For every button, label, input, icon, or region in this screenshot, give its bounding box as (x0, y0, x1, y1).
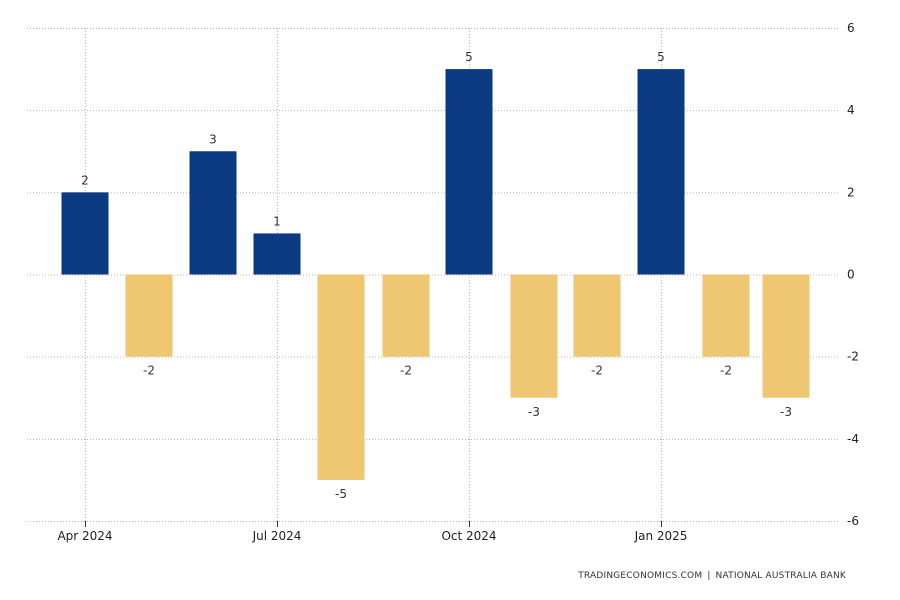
y-tick-label: 2 (847, 185, 855, 199)
y-tick-label: -4 (847, 432, 859, 446)
x-tick-label: Apr 2024 (57, 529, 112, 543)
data-label: 2 (81, 173, 89, 187)
x-tick-label: Oct 2024 (441, 529, 496, 543)
y-tick-label: 0 (847, 268, 855, 282)
data-label: 1 (273, 214, 281, 228)
source-site: TRADINGECONOMICS.COM (578, 571, 703, 581)
bar-jun-2024 (189, 151, 237, 275)
bar-dec-2024 (573, 274, 621, 357)
source-attribution: TRADINGECONOMICS.COM | NATIONAL AUSTRALIA … (578, 571, 846, 581)
data-label: -2 (720, 364, 732, 378)
data-label: 5 (657, 50, 665, 64)
bar-apr-2024 (61, 192, 109, 275)
bar-feb-2025 (702, 274, 750, 357)
source-provider: NATIONAL AUSTRALIA BANK (715, 571, 846, 581)
y-tick-label: -2 (847, 350, 859, 364)
y-axis-ticks: 6 4 2 0 -2 -4 -6 (847, 21, 859, 528)
data-label: -2 (143, 364, 155, 378)
bar-sep-2024 (382, 274, 430, 357)
bar-jan-2025 (637, 69, 685, 275)
data-labels: 2 -2 3 1 -5 -2 5 -3 -2 5 -2 -3 (81, 50, 792, 501)
bar-aug-2024 (317, 274, 365, 480)
data-label: 5 (465, 50, 473, 64)
bar-nov-2024 (510, 274, 558, 398)
data-label: -3 (528, 405, 540, 419)
source-separator: | (707, 571, 711, 581)
data-label: -2 (591, 364, 603, 378)
data-label: -5 (335, 487, 347, 501)
data-label: 3 (209, 132, 217, 146)
x-tick-label: Jul 2024 (252, 529, 302, 543)
data-label: -3 (780, 405, 792, 419)
y-tick-label: 6 (847, 21, 855, 35)
bar-oct-2024 (445, 69, 493, 275)
bar-mar-2025 (762, 274, 810, 398)
bar-may-2024 (125, 274, 173, 357)
x-axis-ticks: Apr 2024 Jul 2024 Oct 2024 Jan 2025 (57, 521, 687, 543)
bars (61, 69, 810, 480)
bar-jul-2024 (253, 233, 301, 275)
y-tick-label: 4 (847, 103, 855, 117)
y-tick-label: -6 (847, 514, 859, 528)
x-tick-label: Jan 2025 (634, 529, 688, 543)
data-label: -2 (400, 364, 412, 378)
